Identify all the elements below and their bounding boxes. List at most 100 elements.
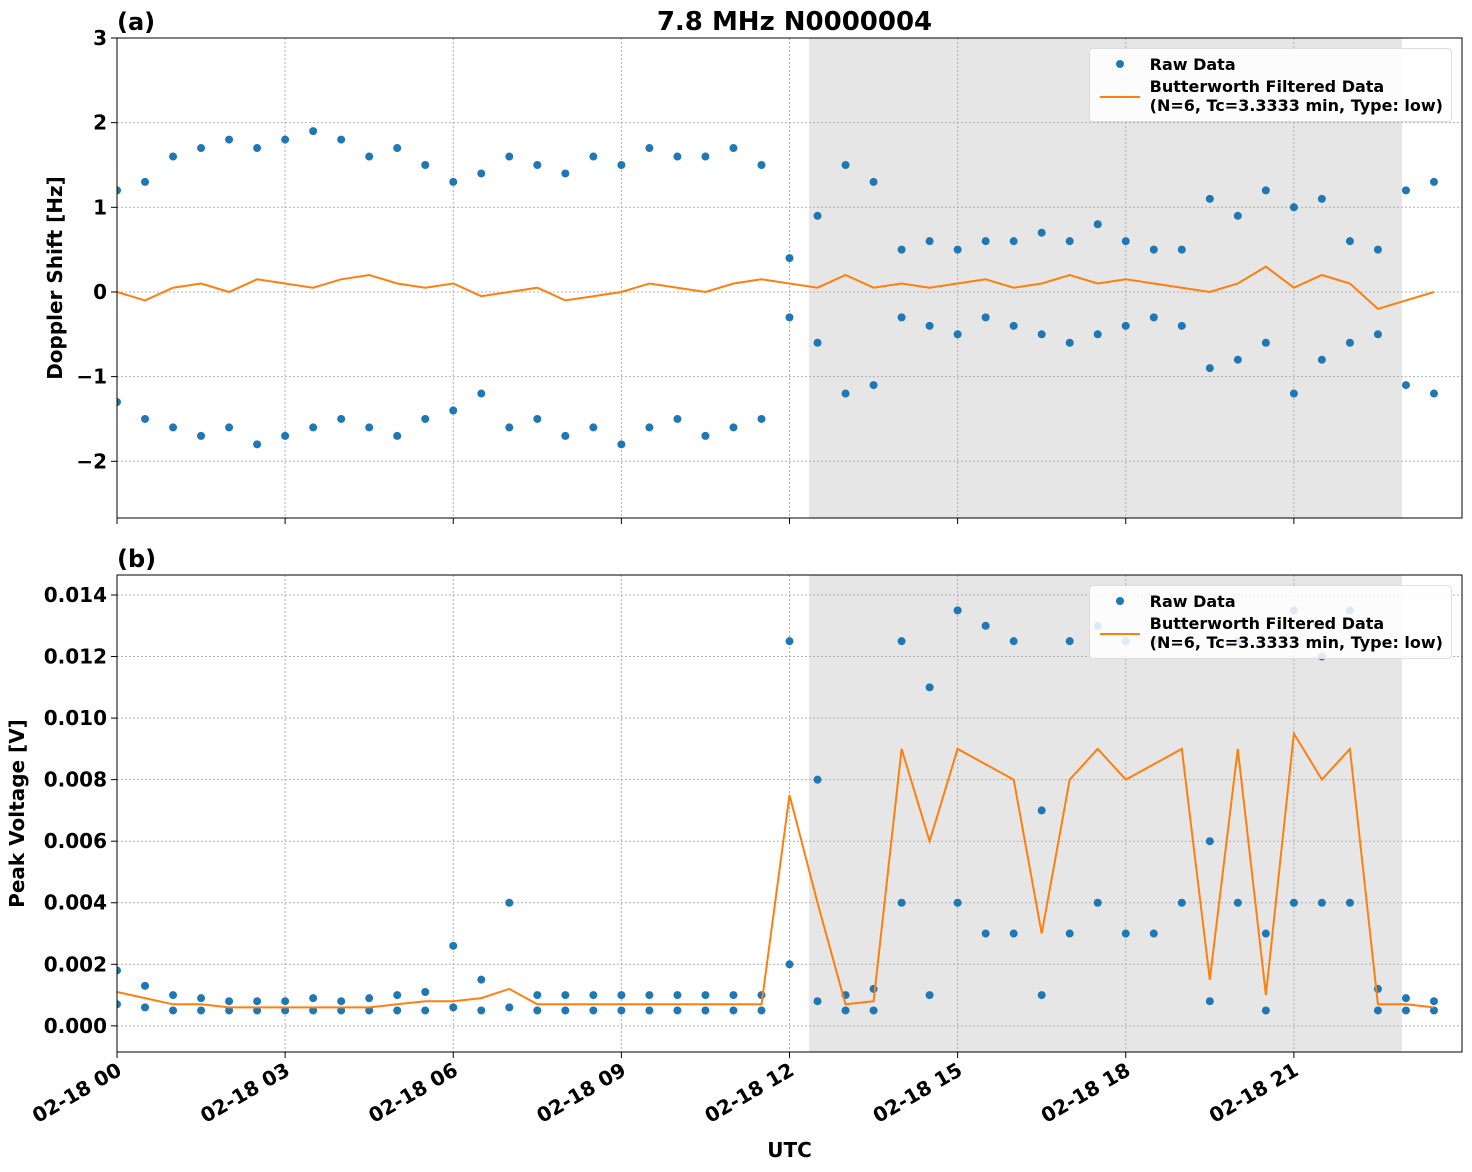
raw-point [757, 414, 766, 423]
y-tick-label: 0.008 [44, 768, 107, 792]
raw-point [365, 152, 374, 161]
raw-point [589, 1006, 598, 1015]
raw-point [673, 991, 682, 1000]
legend-key [1099, 633, 1140, 635]
raw-point [533, 160, 542, 169]
raw-point [561, 169, 570, 178]
raw-point [197, 431, 206, 440]
raw-point [281, 997, 290, 1006]
raw-point [505, 152, 514, 161]
raw-point [1261, 929, 1270, 938]
y-tick-label: 0.002 [44, 952, 107, 976]
y-axis-label: Doppler Shift [Hz] [43, 176, 67, 380]
panel-label: (a) [117, 8, 155, 36]
raw-point [981, 621, 990, 630]
raw-point [813, 997, 822, 1006]
raw-point [897, 637, 906, 646]
raw-point [393, 144, 402, 153]
chart-title: 7.8 MHz N0000004 [657, 7, 932, 37]
legend-key [1099, 96, 1140, 98]
raw-point [869, 381, 878, 390]
raw-point [617, 1006, 626, 1015]
raw-point [1149, 245, 1158, 254]
raw-point [925, 991, 934, 1000]
raw-point [365, 423, 374, 432]
filtered-line [117, 265, 1435, 311]
raw-point [1205, 364, 1214, 373]
legend-key [1115, 60, 1124, 68]
raw-point [561, 431, 570, 440]
raw-point [813, 211, 822, 220]
y-tick-label: 0.014 [44, 583, 107, 607]
raw-point [1037, 330, 1046, 339]
raw-point [701, 1006, 710, 1015]
raw-point [141, 177, 150, 186]
raw-point [1429, 389, 1438, 398]
raw-point [1345, 338, 1354, 347]
raw-point [897, 313, 906, 322]
raw-point [1401, 1006, 1410, 1015]
raw-point [117, 186, 121, 195]
raw-point [561, 991, 570, 1000]
raw-point [673, 152, 682, 161]
raw-point [701, 991, 710, 1000]
raw-point [645, 991, 654, 1000]
legend: Raw Data Butterworth Filtered Data (N=6, … [1088, 48, 1452, 122]
raw-point [309, 423, 318, 432]
y-tick-label: 1 [93, 195, 107, 219]
raw-point [1009, 237, 1018, 246]
legend-entry: Butterworth Filtered Data (N=6, Tc=3.333… [1098, 77, 1443, 115]
raw-point [729, 423, 738, 432]
raw-point [253, 997, 262, 1006]
raw-point [1317, 194, 1326, 203]
raw-point [645, 1006, 654, 1015]
raw-point [925, 237, 934, 246]
x-axis-label: UTC [767, 1138, 812, 1162]
raw-point [1373, 1006, 1382, 1015]
panel-label: (b) [117, 545, 156, 573]
raw-point [253, 1006, 262, 1015]
raw-point [1009, 321, 1018, 330]
y-tick-label: 2 [93, 111, 107, 135]
raw-point [1345, 898, 1354, 907]
raw-point [981, 313, 990, 322]
x-tick-label: 02-18 06 [364, 1058, 462, 1128]
raw-point [1401, 186, 1410, 195]
raw-point [533, 991, 542, 1000]
raw-point [1289, 389, 1298, 398]
y-tick-label: 0 [93, 280, 107, 304]
raw-point [1317, 898, 1326, 907]
raw-point [421, 1006, 430, 1015]
raw-point [1065, 929, 1074, 938]
raw-point [1429, 997, 1438, 1006]
raw-point [281, 431, 290, 440]
x-tick-label: 02-18 21 [1205, 1058, 1303, 1128]
raw-point [617, 991, 626, 1000]
y-tick-label: 0.000 [44, 1014, 107, 1038]
raw-point [1009, 637, 1018, 646]
raw-point [1177, 245, 1186, 254]
raw-point [477, 389, 486, 398]
raw-point [589, 423, 598, 432]
y-tick-label: 0.012 [44, 645, 107, 669]
legend-key [1115, 597, 1124, 605]
raw-point [1121, 321, 1130, 330]
raw-point [393, 431, 402, 440]
raw-point [869, 984, 878, 993]
x-tick-label: 02-18 03 [196, 1058, 294, 1128]
raw-point [953, 245, 962, 254]
raw-point [1205, 837, 1214, 846]
raw-point [169, 423, 178, 432]
raw-point [589, 152, 598, 161]
raw-point [253, 440, 262, 449]
raw-point [785, 637, 794, 646]
raw-point [1037, 228, 1046, 237]
raw-point [1065, 237, 1074, 246]
raw-point [533, 1006, 542, 1015]
raw-point [197, 1006, 206, 1015]
raw-point [1121, 237, 1130, 246]
x-tick-label: 02-18 09 [532, 1058, 630, 1128]
raw-point [421, 160, 430, 169]
y-axis-label: Peak Voltage [V] [5, 719, 29, 908]
raw-point [449, 406, 458, 415]
